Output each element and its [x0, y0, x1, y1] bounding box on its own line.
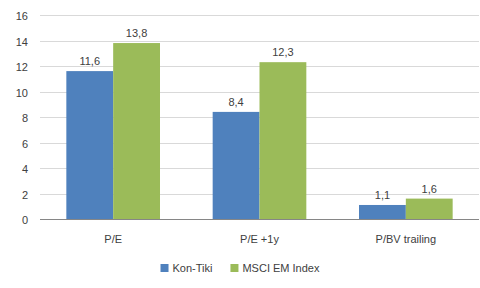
bar [260, 62, 307, 219]
grid-line [40, 41, 479, 42]
y-tick-label: 2 [22, 189, 28, 201]
data-label: 13,8 [126, 27, 147, 39]
data-label: 8,4 [228, 96, 243, 108]
data-label: 1,6 [422, 183, 437, 195]
legend-item: MSCI EM Index [230, 262, 320, 274]
legend-label: MSCI EM Index [242, 262, 320, 274]
legend-swatch [230, 264, 238, 272]
legend-label: Kon-Tiki [173, 262, 213, 274]
data-labels: 11,6 13,8 8,4 12,3 1,1 1,6 [79, 27, 436, 201]
chart: 0 2 4 6 8 10 12 14 16 11,6 13,8 8,4 12,3 1,1 1,6 P/E P/E… [0, 0, 480, 288]
bars [66, 43, 452, 219]
legend-item: Kon-Tiki [161, 262, 213, 274]
x-tick-label: P/E [104, 233, 122, 245]
data-label: 11,6 [79, 55, 100, 67]
legend-swatch [161, 264, 169, 272]
legend: Kon-Tiki MSCI EM Index [161, 262, 320, 274]
y-tick-label: 14 [16, 36, 28, 48]
bar [113, 43, 160, 219]
y-tick-label: 6 [22, 138, 28, 150]
y-tick-label: 12 [16, 61, 28, 73]
y-tick-label: 4 [22, 163, 28, 175]
grid-line [40, 15, 479, 16]
x-tick-label: P/BV trailing [376, 233, 437, 245]
x-tick-label: P/E +1y [240, 233, 279, 245]
data-label: 1,1 [375, 189, 390, 201]
y-tick-label: 8 [22, 112, 28, 124]
x-axis [40, 219, 479, 220]
bar [359, 205, 406, 219]
bar [406, 199, 453, 219]
y-tick-label: 0 [22, 214, 28, 226]
y-tick-label: 10 [16, 87, 28, 99]
bar [213, 112, 260, 219]
grid-line [40, 219, 479, 220]
data-label: 12,3 [272, 46, 293, 58]
bar [66, 71, 113, 219]
y-tick-label: 16 [16, 10, 28, 22]
